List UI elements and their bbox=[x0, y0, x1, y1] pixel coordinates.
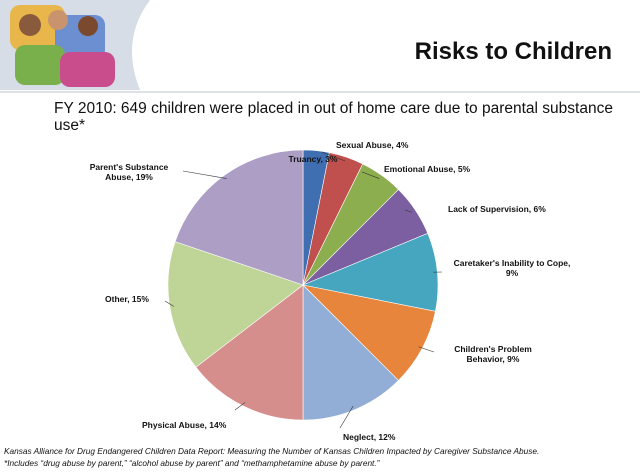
leader-line bbox=[418, 346, 435, 353]
pie-slice bbox=[195, 284, 304, 421]
leader-line bbox=[234, 402, 246, 411]
pie-slice bbox=[302, 284, 436, 381]
slice-label: Caretaker's Inability to Cope, 9% bbox=[453, 258, 571, 278]
leader-line bbox=[339, 405, 354, 429]
pie-slice bbox=[174, 149, 304, 286]
leader-line bbox=[361, 171, 380, 179]
leader-line bbox=[321, 151, 346, 162]
subtitle: FY 2010: 649 children were placed in out… bbox=[54, 100, 613, 134]
source-note: Kansas Alliance for Drug Endangered Chil… bbox=[4, 446, 540, 456]
slice-label: Truancy, 3% bbox=[288, 154, 338, 164]
leader-line bbox=[164, 300, 174, 307]
slice-label: Neglect, 12% bbox=[343, 432, 396, 442]
pie-slice bbox=[167, 241, 304, 368]
slice-label: Parent's Substance Abuse, 19% bbox=[89, 162, 169, 182]
leader-line bbox=[404, 209, 412, 213]
slice-label: Emotional Abuse, 5% bbox=[384, 164, 471, 174]
slice-label: Lack of Supervision, 6% bbox=[448, 204, 546, 214]
slide-title: Risks to Children bbox=[414, 38, 612, 65]
slice-label: Physical Abuse, 14% bbox=[142, 420, 227, 430]
footnote: *Includes “drug abuse by parent,” “alcoh… bbox=[4, 458, 380, 468]
header-graphic bbox=[0, 0, 640, 93]
pie-slice bbox=[301, 232, 439, 312]
slice-label: Sexual Abuse, 4% bbox=[336, 140, 409, 150]
leader-line bbox=[182, 170, 227, 179]
pie-slice bbox=[302, 284, 399, 421]
slice-label: Children's Problem Behavior, 9% bbox=[454, 344, 532, 364]
slice-label: Other, 15% bbox=[105, 294, 149, 304]
